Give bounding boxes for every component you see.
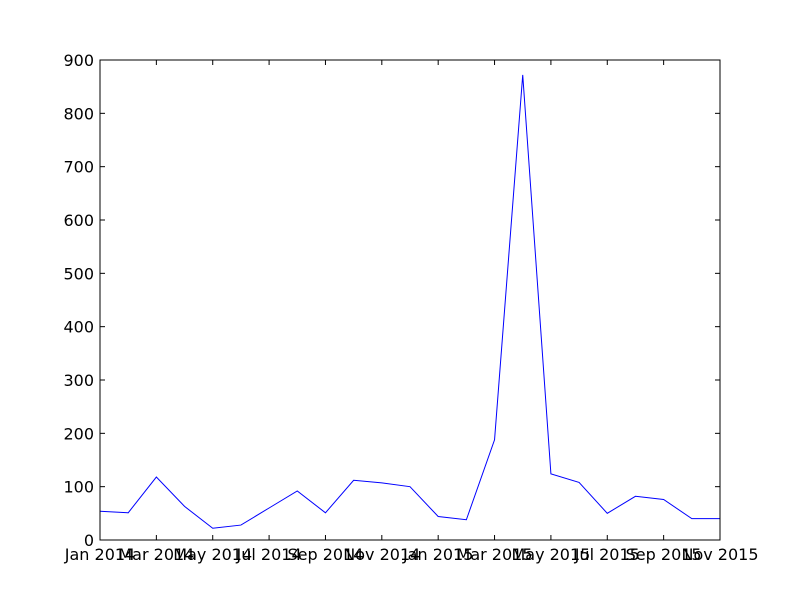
x-tick-label: Sep 2015 (626, 545, 702, 564)
y-tick-label: 900 (63, 51, 94, 70)
y-tick-label: 100 (63, 478, 94, 497)
x-tick-label: Jul 2015 (574, 545, 640, 564)
x-tick-label: Sep 2014 (287, 545, 363, 564)
y-tick-label: 500 (63, 264, 94, 283)
x-tick-label: Jul 2014 (236, 545, 302, 564)
x-tick-label: Jan 2014 (64, 545, 135, 564)
x-tick-label: Nov 2015 (681, 545, 758, 564)
series-layer (99, 74, 720, 529)
y-tick-label: 700 (63, 158, 94, 177)
y-tick-label: 600 (63, 211, 94, 230)
x-tick-label: May 2015 (511, 545, 590, 564)
series-line-0 (99, 74, 720, 529)
x-tick-label: Nov 2014 (343, 545, 420, 564)
x-tick-label: Mar 2014 (118, 545, 194, 564)
x-tick-label: Jan 2015 (402, 545, 473, 564)
y-tick-label: 800 (63, 104, 94, 123)
y-tick-label: 400 (63, 318, 94, 337)
y-tick-label: 0 (84, 531, 94, 550)
plot-frame (99, 59, 721, 541)
x-tick-label: May 2014 (173, 545, 252, 564)
y-axis: 0 100 200 300 400 500 600 700 800 900 (63, 51, 720, 550)
y-tick-label: 200 (63, 424, 94, 443)
y-tick-label: 300 (63, 371, 94, 390)
x-tick-label: Mar 2015 (457, 545, 533, 564)
